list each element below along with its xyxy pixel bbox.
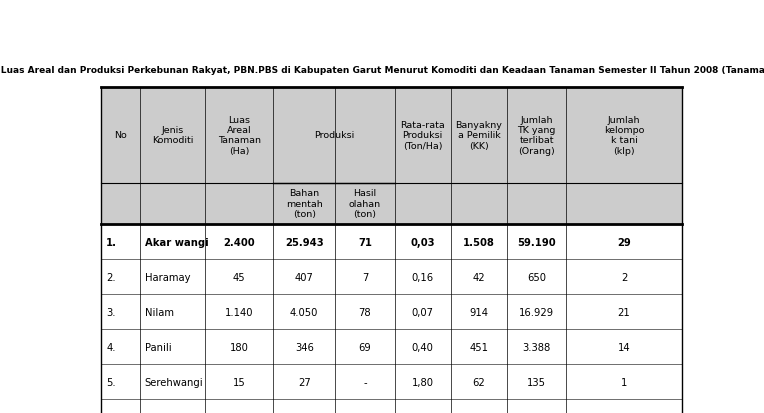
- Text: 22.610: 22.610: [286, 412, 322, 413]
- Text: Hasil
olahan
(ton): Hasil olahan (ton): [349, 189, 381, 218]
- Text: 407: 407: [295, 272, 314, 282]
- Text: 18.758: 18.758: [520, 412, 554, 413]
- Text: 59.190: 59.190: [517, 237, 556, 247]
- Text: Jumlah
kelompo
k tani
(klp): Jumlah kelompo k tani (klp): [604, 115, 644, 155]
- Bar: [102, 183, 681, 224]
- Text: 45: 45: [233, 272, 245, 282]
- Bar: [102, 88, 681, 183]
- Text: Jenis
Komoditi: Jenis Komoditi: [152, 126, 193, 145]
- Text: 2: 2: [621, 272, 627, 282]
- Text: -: -: [363, 377, 367, 387]
- Text: Tembakau: Tembakau: [144, 412, 195, 413]
- Text: Rata-rata
Produksi
(Ton/Ha): Rata-rata Produksi (Ton/Ha): [400, 121, 445, 150]
- Text: 0,73: 0,73: [412, 412, 434, 413]
- Text: 4.409: 4.409: [465, 412, 493, 413]
- Text: Akar wangi: Akar wangi: [144, 237, 209, 247]
- Text: 3.085: 3.085: [225, 412, 254, 413]
- Text: 180: 180: [230, 342, 248, 352]
- Text: 2.: 2.: [106, 272, 116, 282]
- Text: 62: 62: [472, 377, 485, 387]
- Text: 29: 29: [617, 237, 631, 247]
- Text: Jumlah
TK yang
terlibat
(Orang): Jumlah TK yang terlibat (Orang): [517, 115, 555, 155]
- Text: 1.508: 1.508: [463, 237, 495, 247]
- Text: Nilam: Nilam: [144, 307, 173, 317]
- Text: 69: 69: [358, 342, 371, 352]
- Text: 2.400: 2.400: [223, 237, 255, 247]
- Text: 21: 21: [617, 307, 630, 317]
- Text: 650: 650: [527, 272, 546, 282]
- Text: 14: 14: [617, 342, 630, 352]
- Text: 27: 27: [298, 377, 311, 387]
- Text: 914: 914: [469, 307, 488, 317]
- Text: No: No: [115, 131, 127, 140]
- Text: 0,07: 0,07: [412, 307, 434, 317]
- Text: 1,80: 1,80: [412, 377, 434, 387]
- Text: 2.261: 2.261: [351, 412, 379, 413]
- Text: Luas
Areal
Tanaman
(Ha): Luas Areal Tanaman (Ha): [218, 115, 261, 155]
- Text: 1.140: 1.140: [225, 307, 254, 317]
- Text: 4.050: 4.050: [290, 307, 319, 317]
- Text: Produksi: Produksi: [314, 131, 354, 140]
- Text: Tabel 1. Luas Areal dan Produksi Perkebunan Rakyat, PBN.PBS di Kabupaten Garut M: Tabel 1. Luas Areal dan Produksi Perkebu…: [0, 66, 764, 75]
- Text: Panili: Panili: [144, 342, 171, 352]
- Text: Serehwangi: Serehwangi: [144, 377, 203, 387]
- Text: 15: 15: [233, 377, 245, 387]
- Text: 71: 71: [358, 237, 372, 247]
- Text: Haramay: Haramay: [144, 272, 190, 282]
- Text: 1: 1: [621, 377, 627, 387]
- Text: 25.943: 25.943: [285, 237, 323, 247]
- Text: 346: 346: [295, 342, 314, 352]
- Text: .6.: .6.: [106, 412, 119, 413]
- Text: 5.: 5.: [106, 377, 116, 387]
- Text: 0,03: 0,03: [410, 237, 435, 247]
- Text: 135: 135: [527, 377, 546, 387]
- Text: 78: 78: [358, 307, 371, 317]
- Text: 1.: 1.: [106, 237, 117, 247]
- Text: 4.: 4.: [106, 342, 115, 352]
- Text: 16.929: 16.929: [519, 307, 554, 317]
- Text: 0,40: 0,40: [412, 342, 434, 352]
- Text: 3.388: 3.388: [523, 342, 551, 352]
- Text: 7: 7: [361, 272, 368, 282]
- Text: Bahan
mentah
(ton): Bahan mentah (ton): [286, 189, 322, 218]
- Text: Banyakny
a Pemilik
(KK): Banyakny a Pemilik (KK): [455, 121, 502, 150]
- Text: 0,16: 0,16: [412, 272, 434, 282]
- Text: 42: 42: [473, 272, 485, 282]
- Text: 3.: 3.: [106, 307, 115, 317]
- Text: 42: 42: [617, 412, 630, 413]
- Text: 451: 451: [469, 342, 488, 352]
